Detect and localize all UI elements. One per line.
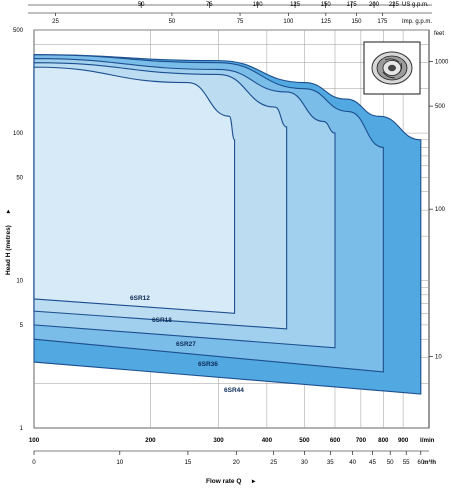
y-axis-metres: 500 100 50 10 5 1 (13, 28, 24, 432)
m3h-tick-label: 10 (116, 459, 123, 466)
m3h-tick-label: 60 (417, 459, 424, 466)
imp-gpm-tick-label: 100 (283, 19, 294, 25)
feet-tick-label: 500 (435, 104, 446, 110)
x-axis-arrow: ▸ (251, 478, 256, 485)
m3h-tick-label: 55 (403, 459, 410, 466)
lpm-tick-label: 700 (356, 437, 367, 444)
y-tick-label: 50 (16, 175, 23, 181)
imp-gpm-tick-label: 75 (237, 19, 244, 25)
x-axis-m3h: 0 10 15 20 25 30 35 40 45 50 55 60 (32, 451, 425, 466)
curve-area-6sr12 (33, 66, 236, 314)
us-gpm-tick-label: 200 (369, 2, 380, 8)
curve-labels: 6SR44 6SR36 6SR27 6SR18 6SR12 (130, 295, 244, 394)
y-tick-label: 500 (13, 28, 24, 34)
us-gpm-unit: US g.p.m. (402, 2, 429, 8)
feet-tick-label: 1000 (435, 60, 449, 66)
y-axis-arrow: ▸ (5, 209, 12, 214)
us-gpm-tick-label: 125 (290, 2, 301, 8)
imp-gpm-unit: Imp. g.p.m. (402, 19, 432, 25)
impeller-image (363, 41, 421, 95)
y-axis-title: Head H (metres) (5, 225, 12, 275)
m3h-tick-label: 25 (270, 459, 277, 466)
lpm-tick-label: 900 (398, 437, 409, 444)
curve-label-6sr27: 6SR27 (176, 341, 196, 348)
feet-unit: feet (434, 31, 444, 37)
imp-gpm-tick-label: 25 (52, 19, 59, 25)
us-gpm-tick-label: 75 (206, 2, 213, 8)
m3h-tick-label: 0 (32, 459, 36, 466)
us-gpm-tick-label: 50 (138, 2, 145, 8)
m3h-tick-label: 50 (387, 459, 394, 466)
m3h-tick-label: 15 (184, 459, 191, 466)
top-axis-imp-gpm: Imp. g.p.m. 25 50 75 100 125 150 175 (28, 12, 432, 25)
lpm-unit: l/min (420, 437, 435, 444)
feet-tick-label: 100 (435, 207, 446, 213)
m3h-tick-label: 20 (233, 459, 240, 466)
imp-gpm-tick-label: 50 (169, 19, 176, 25)
curve-label-6sr36: 6SR36 (198, 361, 218, 368)
imp-gpm-tick-label: 125 (321, 19, 332, 25)
curve-label-6sr12: 6SR12 (130, 295, 150, 302)
m3h-tick-label: 35 (327, 459, 334, 466)
m3h-tick-label: 30 (301, 459, 308, 466)
y-tick-label: 10 (16, 279, 23, 285)
curve-label-6sr44: 6SR44 (224, 387, 244, 394)
us-gpm-tick-label: 175 (347, 2, 358, 8)
x-axis-title: Flow rate Q (206, 478, 241, 485)
us-gpm-tick-label: 225 (389, 2, 400, 8)
us-gpm-tick-label: 150 (321, 2, 332, 8)
feet-tick-label: 10 (435, 355, 442, 361)
lpm-tick-label: 400 (262, 437, 273, 444)
lpm-tick-label: 300 (213, 437, 224, 444)
y-tick-label: 1 (20, 426, 24, 432)
lpm-tick-label: 800 (378, 437, 389, 444)
y-tick-label: 100 (13, 131, 24, 137)
imp-gpm-tick-label: 150 (351, 19, 362, 25)
lpm-tick-label: 100 (29, 437, 40, 444)
us-gpm-tick-label: 100 (253, 2, 264, 8)
m3h-tick-label: 45 (369, 459, 376, 466)
lpm-tick-label: 600 (330, 437, 341, 444)
curve-areas (33, 54, 422, 395)
m3h-unit: m³/h (423, 459, 436, 466)
curve-label-6sr18: 6SR18 (152, 317, 172, 324)
lpm-tick-label: 500 (299, 437, 310, 444)
y-tick-label: 5 (20, 323, 24, 329)
lpm-tick-label: 200 (145, 437, 156, 444)
imp-gpm-tick-label: 175 (377, 19, 388, 25)
top-axis-us-gpm: US g.p.m. 50 75 100 125 150 175 200 225 (28, 2, 432, 8)
x-axis-lpm: 100 200 300 400 500 600 700 800 900 (29, 437, 409, 444)
m3h-tick-label: 40 (349, 459, 356, 466)
right-axis-feet: 1000 500 100 10 (429, 60, 449, 361)
